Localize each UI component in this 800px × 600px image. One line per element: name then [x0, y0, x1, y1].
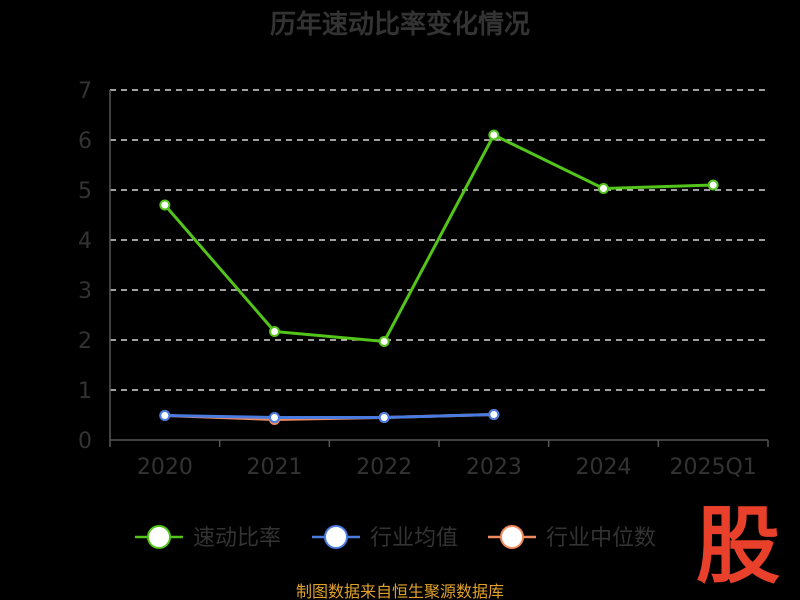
y-axis: 0 1 2 3 4 5 6 7	[78, 79, 111, 454]
legend-item[interactable]: 速动比率	[135, 525, 281, 551]
data-point[interactable]	[269, 326, 280, 337]
source-note: 制图数据来自恒生聚源数据库	[296, 582, 504, 600]
x-axis: 2020 2021 2022 2023 2024 2025Q1	[109, 439, 769, 480]
x-tick-label: 2020	[137, 455, 193, 480]
x-tick-label: 2025Q1	[670, 455, 757, 480]
legend-label: 速动比率	[193, 526, 281, 551]
legend[interactable]: 速动比率 行业均值 行业中位数	[135, 525, 656, 551]
y-tick-label: 5	[78, 179, 92, 204]
data-point[interactable]	[378, 336, 390, 347]
series-line	[163, 133, 714, 343]
series-line	[164, 413, 494, 419]
data-point[interactable]	[378, 412, 390, 423]
legend-label: 行业均值	[370, 526, 458, 551]
legend-marker	[324, 525, 348, 549]
data-point[interactable]	[488, 129, 500, 141]
data-point[interactable]	[159, 199, 171, 211]
x-tick-label: 2024	[576, 455, 632, 480]
data-point[interactable]	[159, 410, 171, 421]
legend-marker	[147, 525, 171, 549]
y-tick-label: 4	[78, 229, 92, 254]
y-tick-label: 1	[78, 379, 92, 404]
x-tick-label: 2023	[466, 455, 522, 480]
series-2	[159, 409, 500, 423]
brand-logo: 股	[696, 497, 780, 595]
data-point[interactable]	[598, 183, 609, 194]
y-tick-label: 0	[78, 429, 92, 454]
legend-marker	[500, 525, 524, 549]
data-point[interactable]	[707, 179, 719, 191]
y-tick-label: 3	[78, 279, 92, 304]
x-tick-label: 2022	[356, 455, 412, 480]
chart-title: 历年速动比率变化情况	[270, 9, 530, 40]
data-point[interactable]	[488, 409, 500, 420]
y-tick-label: 7	[78, 79, 92, 104]
series-group	[159, 129, 719, 425]
data-point[interactable]	[269, 412, 280, 423]
series-1	[159, 129, 719, 347]
legend-item[interactable]: 行业均值	[312, 525, 458, 551]
legend-label: 行业中位数	[546, 526, 656, 551]
y-tick-label: 6	[78, 129, 92, 154]
y-tick-label: 2	[78, 329, 92, 354]
x-tick-label: 2021	[247, 455, 303, 480]
legend-item[interactable]: 行业中位数	[488, 525, 656, 551]
